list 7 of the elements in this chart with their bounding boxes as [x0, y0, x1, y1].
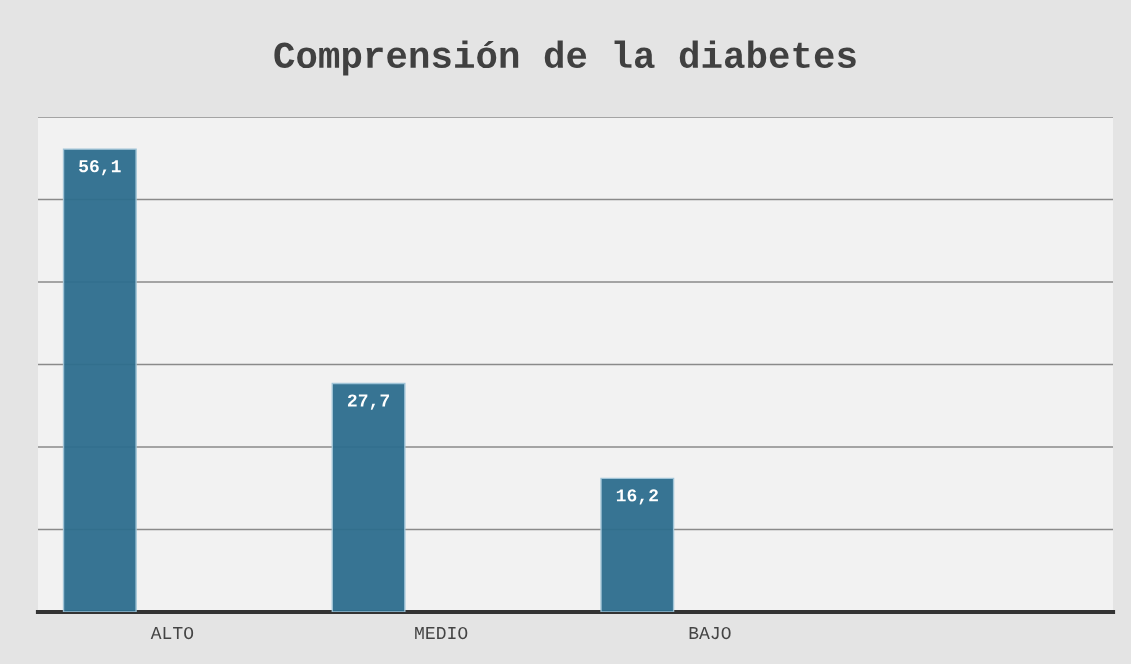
data-label: 56,1 [79, 160, 121, 176]
data-label: 27,7 [347, 394, 390, 410]
chart-title: Comprensión de la diabetes [274, 40, 856, 76]
x-tick-label: MEDIO [415, 626, 468, 640]
x-tick-label: BAJO [689, 626, 731, 640]
x-tick-label: ALTO [150, 626, 194, 640]
data-label: 16,2 [616, 489, 658, 505]
